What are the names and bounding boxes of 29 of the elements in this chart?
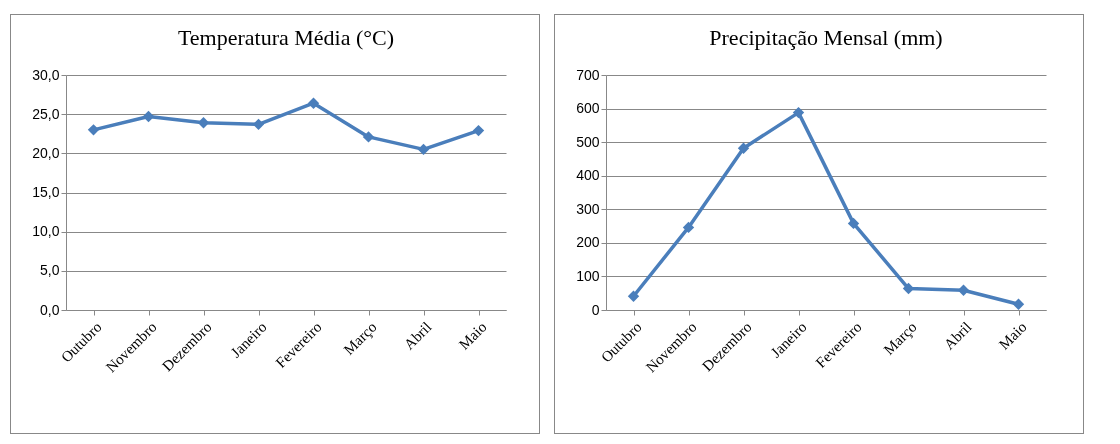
y-tick-label: 25,0 <box>32 105 60 122</box>
y-tick-label: 700 <box>576 66 600 83</box>
y-tick-label: 0,0 <box>40 301 60 318</box>
point <box>682 221 695 234</box>
point <box>847 217 860 230</box>
point <box>417 143 430 156</box>
y-tick-label: 500 <box>576 133 600 150</box>
chart-title: Precipitação Mensal (mm) <box>709 25 943 50</box>
chart-title: Temperatura Média (°C) <box>177 25 395 50</box>
y-tick-label: 10,0 <box>32 223 60 240</box>
point <box>472 124 485 137</box>
point <box>142 110 155 123</box>
point <box>737 142 750 154</box>
y-tick-label: 100 <box>576 267 600 284</box>
y-tick-label: 200 <box>576 234 600 251</box>
y-tick-label: 5,0 <box>40 262 60 279</box>
y-tick-label: 600 <box>576 100 600 117</box>
y-tick-label: 20,0 <box>32 144 60 161</box>
point <box>1012 298 1025 310</box>
point <box>87 124 100 136</box>
y-tick-label: 400 <box>576 167 600 184</box>
y-tick-label: 30,0 <box>32 66 60 83</box>
point <box>792 106 805 119</box>
y-tick-label: 15,0 <box>32 184 60 200</box>
point <box>307 97 320 109</box>
y-tick-label: 300 <box>576 200 600 217</box>
point <box>362 131 375 143</box>
y-tick-label: 0 <box>591 301 600 318</box>
point <box>627 290 640 302</box>
